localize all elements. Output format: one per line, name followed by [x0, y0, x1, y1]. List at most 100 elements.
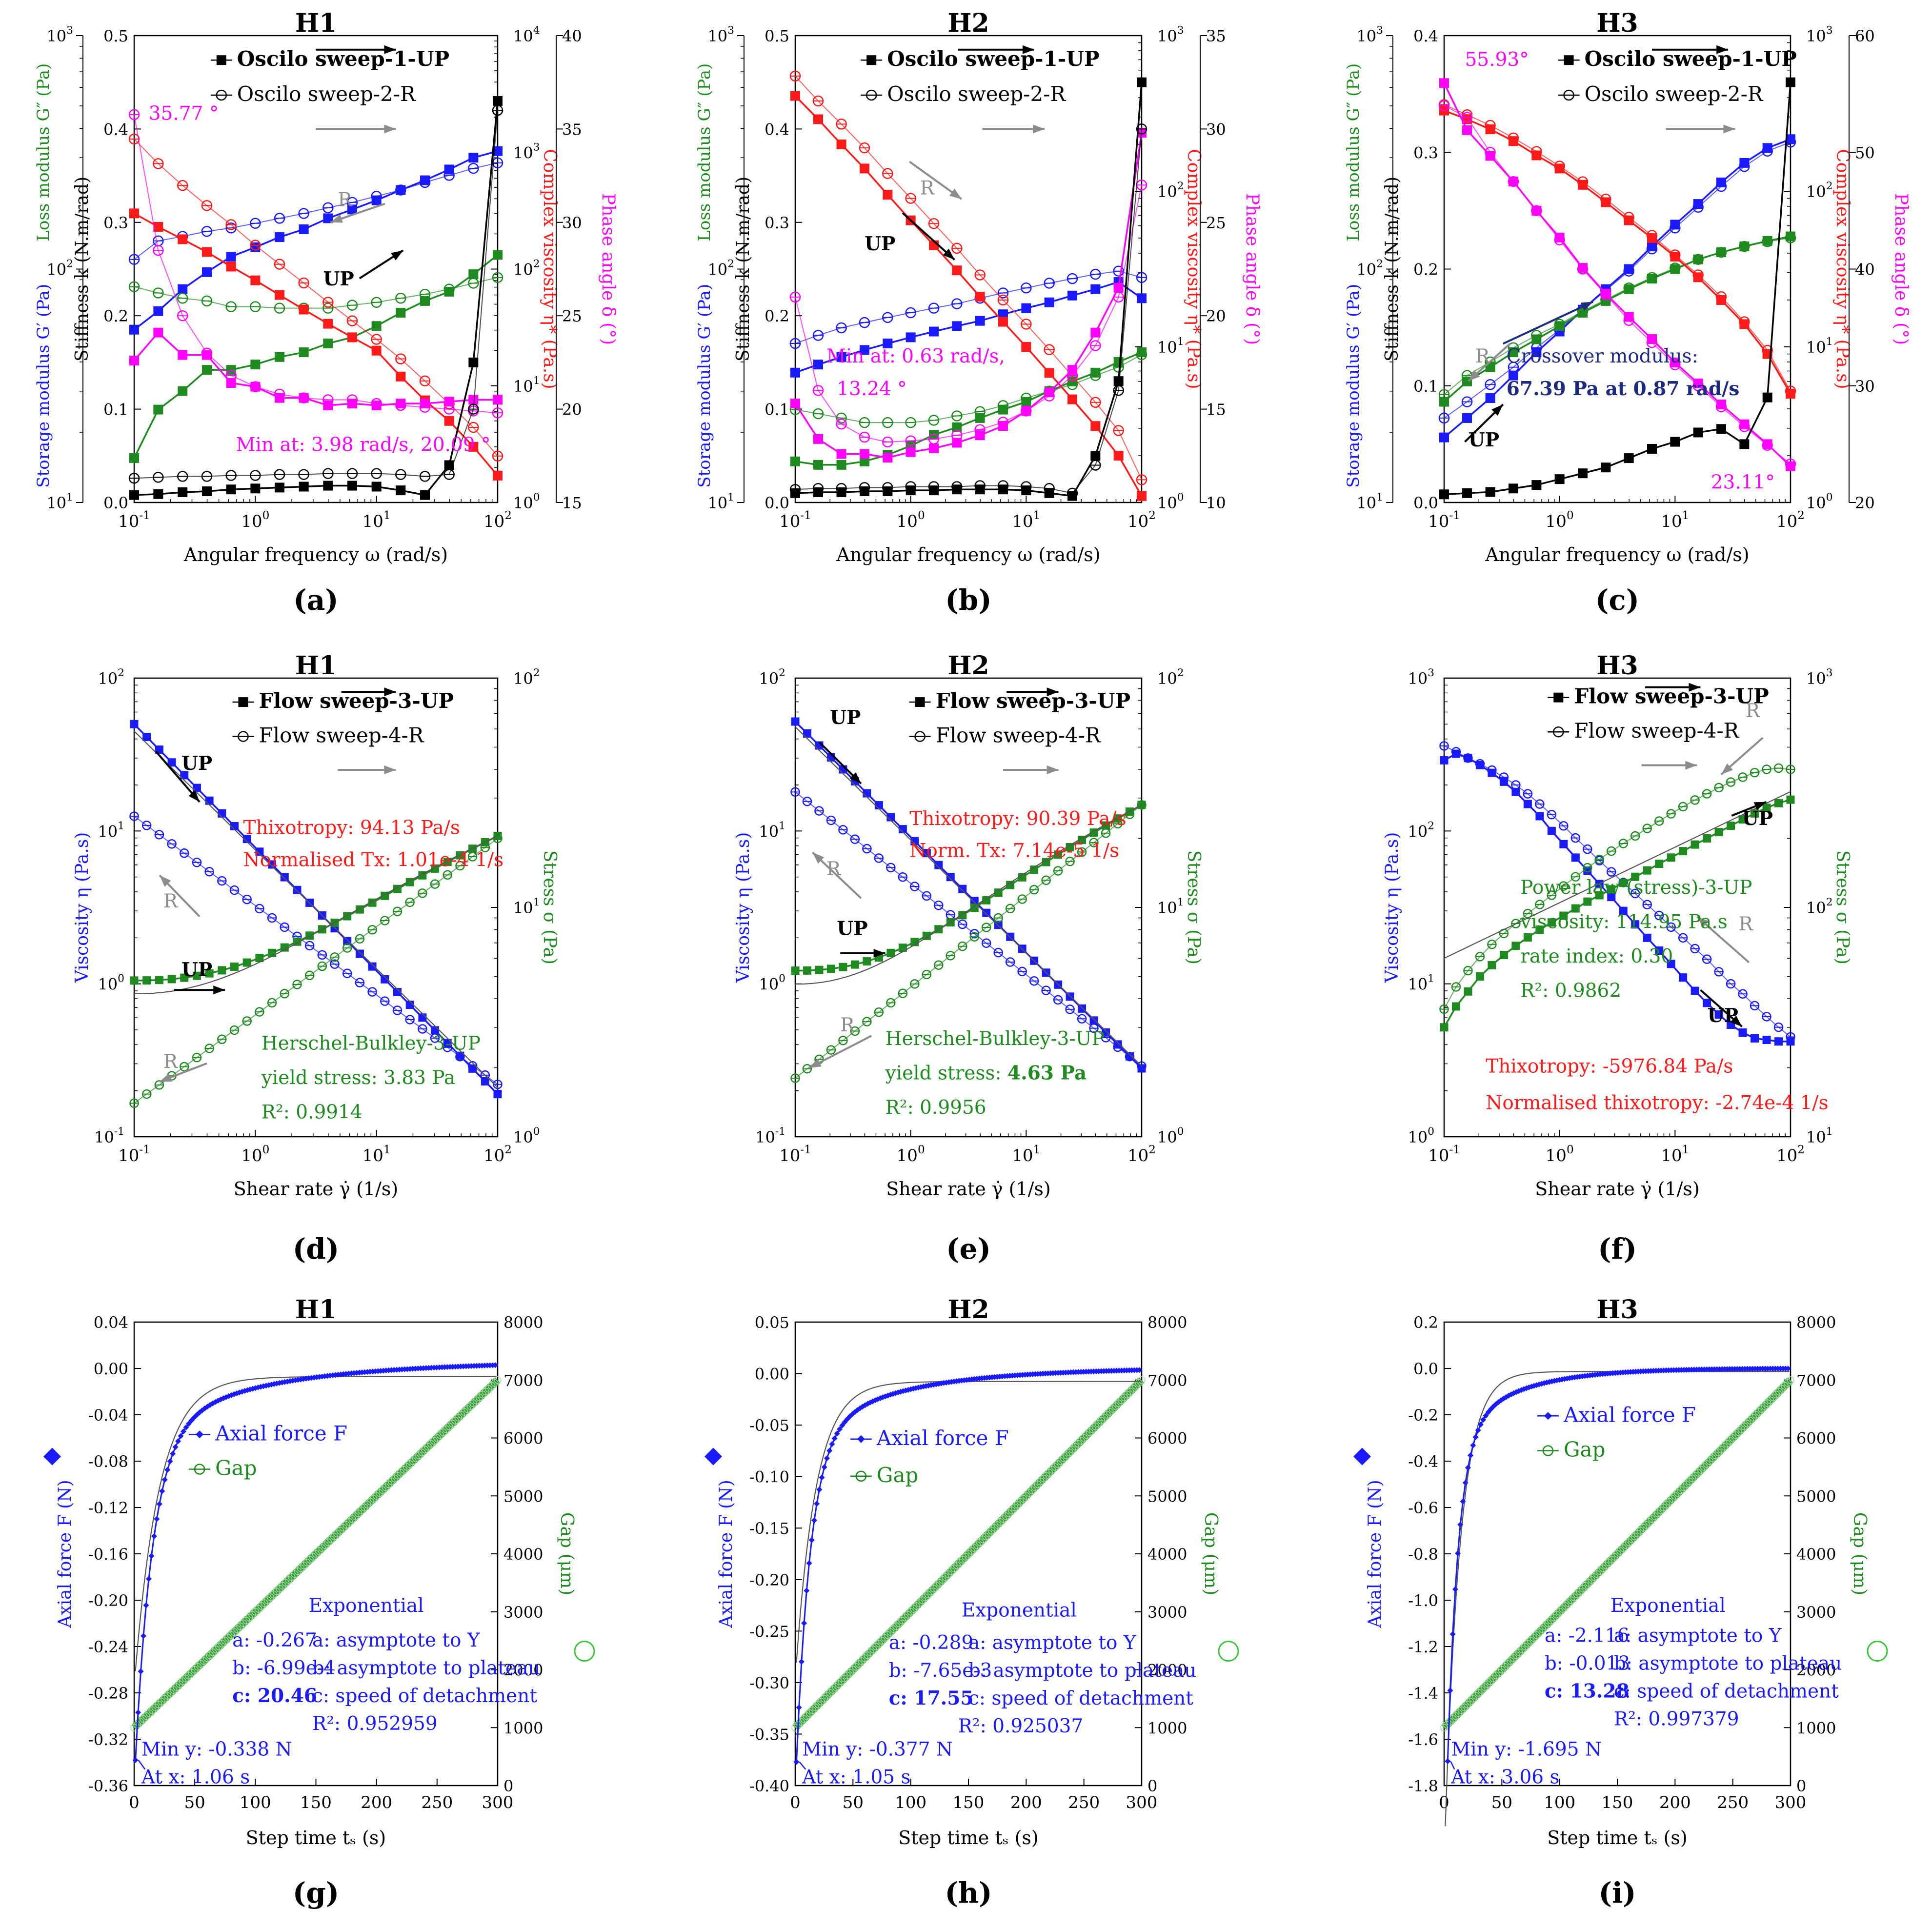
panel-h-gap-point — [987, 1527, 996, 1535]
panel-h-gap-point — [1025, 1489, 1033, 1497]
panel-g-annotation-8: Min y: -0.338 N — [141, 1738, 292, 1760]
panel-h-ytick-label: -0.10 — [749, 1468, 789, 1487]
panel-a-xtick-label-exp: 1 — [383, 509, 391, 522]
panel-f-arrow-2-head — [1721, 763, 1733, 775]
panel-e-xtick-label: 101 — [1012, 1144, 1040, 1165]
panel-h-gap-point — [1019, 1495, 1027, 1503]
panel-f-series-2-point — [1727, 822, 1735, 830]
panel-e-series-2-point — [815, 965, 824, 974]
panel-b-series-4-point — [836, 139, 846, 149]
panel-d-annotation-0: UP — [181, 752, 212, 775]
panel-h-annotation-2: a: asymptote to Y — [968, 1632, 1137, 1654]
panel-i-gap-point — [1550, 1613, 1558, 1622]
panel-e-title: H2 — [947, 651, 989, 681]
panel-f-series-0-point — [1774, 1037, 1783, 1046]
panel-c-ytick-label: 0.1 — [1413, 377, 1438, 396]
panel-a-series-8-point — [153, 489, 163, 499]
panel-c-ytick-label: 0.0 — [1413, 494, 1438, 512]
panel-d-ytick-label: 101 — [513, 896, 540, 917]
panel-i-gap-point — [1472, 1692, 1480, 1700]
panel-i-gap-point — [1582, 1582, 1590, 1590]
panel-h-gap-point — [982, 1532, 990, 1541]
panel-b-arrow-1-head — [1033, 124, 1045, 134]
panel-i-gap-point — [1763, 1399, 1771, 1407]
panel-e-series-0-point — [1113, 1040, 1122, 1049]
panel-e-ytick-label: 100 — [759, 973, 785, 994]
panel-c-series-6-point — [1647, 334, 1657, 344]
panel-h-gap-point — [985, 1529, 993, 1538]
panel-e-series-2-point — [803, 966, 811, 975]
panel-i-ytick-label: 1000 — [1796, 1719, 1836, 1737]
panel-b-series-9-line — [795, 129, 1142, 494]
panel-i-gap-point — [1729, 1434, 1737, 1442]
panel-h-caption: (h) — [945, 1876, 992, 1909]
panel-b-xtick-label-exp: 2 — [1148, 509, 1156, 522]
panel-a-series-8-point — [250, 483, 261, 494]
panel-e-series-2-point — [826, 964, 835, 973]
panel-a-series-0-line — [133, 150, 498, 331]
panel-i-gap-point — [1486, 1677, 1494, 1685]
panel-h-gap-point — [909, 1605, 918, 1613]
panel-f-ytick-label-base: 10 — [1408, 975, 1428, 994]
panel-d-series-0-point — [242, 835, 251, 844]
panel-e-series-0-point — [994, 921, 1003, 929]
panel-d-xtick-label: 100 — [241, 1144, 269, 1165]
panel-i-xtick-label: 300 — [1775, 1793, 1807, 1812]
panel-d-fit-1 — [134, 835, 498, 995]
panel-d-series-0-point — [142, 732, 151, 741]
panel-i-gap-point — [1605, 1559, 1612, 1567]
panel-h-gap-point — [852, 1663, 860, 1671]
panel-h-xtick-label: 50 — [843, 1793, 864, 1812]
panel-b-series-8-point — [906, 485, 916, 496]
panel-c-series-8-point — [1647, 443, 1657, 454]
panel-a-series-2-point — [275, 352, 285, 362]
panel-b-series-4-point — [883, 190, 893, 200]
panel-b-xtick-label-exp: 1 — [1033, 509, 1041, 522]
panel-h-gap-point — [950, 1564, 958, 1572]
panel-f-xtick-label-exp: 2 — [1797, 1144, 1805, 1156]
panel-d-series-2-point — [167, 975, 176, 984]
panel-a-series-4-point — [226, 261, 236, 272]
panel-a-series-8-point — [371, 482, 382, 492]
panel-e-xlabel: Shear rate γ̇ (1/s) — [886, 1178, 1050, 1200]
panel-g-title: H1 — [295, 1295, 337, 1325]
panel-h-force-point — [839, 1422, 845, 1428]
panel-i-force-point — [1449, 1631, 1456, 1637]
panel-h-xtick-label: 150 — [953, 1793, 985, 1812]
panel-i-gap-point — [1530, 1634, 1538, 1642]
panel-c-xtick-label: 102 — [1776, 509, 1805, 531]
panel-c-series-4-point — [1578, 180, 1588, 190]
panel-a-series-6-point — [178, 350, 188, 360]
panel-g-force-point — [175, 1438, 181, 1445]
panel-d-ytick-label-exp: -1 — [114, 1125, 124, 1138]
panel-d-series-0-point — [368, 962, 377, 971]
panel-a-ytick-label: 0.0 — [103, 494, 128, 512]
panel-d-ytick-label-exp: 2 — [118, 667, 124, 679]
panel-i-gap-point — [1654, 1509, 1662, 1517]
panel-b-series-0-point — [836, 352, 846, 362]
panel-h-ytick-label: 8000 — [1147, 1313, 1187, 1332]
panel-a-series-4-point — [468, 442, 479, 452]
panel-a-ytick-label-base: 10 — [46, 27, 66, 45]
panel-c-annotation-0: 55.93° — [1465, 49, 1529, 71]
panel-i-xlabel: Step time tₛ (s) — [1547, 1827, 1688, 1849]
panel-h-legend-0-marker — [857, 1435, 865, 1443]
panel-e-xtick-label: 102 — [1127, 1144, 1156, 1165]
panel-a-series-0-point — [226, 252, 236, 262]
panel-i-gap-point — [1628, 1535, 1636, 1544]
panel-h-annotation-8: Min y: -0.377 N — [802, 1738, 953, 1760]
panel-g-gap-line — [131, 1377, 501, 1731]
panel-h-gap-point — [1077, 1437, 1085, 1445]
panel-i-ytick-label: -1.6 — [1408, 1730, 1438, 1749]
panel-f-series-2-point — [1738, 815, 1747, 824]
panel-b-series-0-point — [1067, 290, 1078, 301]
panel-b-series-4-point — [813, 114, 824, 124]
panel-d-annotation-1: Thixotropy: 94.13 Pa/s — [243, 817, 460, 839]
panel-h-force-point — [826, 1447, 833, 1454]
panel-a-annotation-0: 35.77 ° — [149, 102, 219, 124]
panel-a-series-0-point — [493, 146, 503, 156]
panel-g-ytick-label: 6000 — [503, 1429, 543, 1448]
panel-i-ytick-label: -0.4 — [1408, 1452, 1438, 1471]
panel-f-ytick-label-base: 10 — [1408, 822, 1428, 841]
panel-e-series-2-point — [982, 896, 991, 904]
